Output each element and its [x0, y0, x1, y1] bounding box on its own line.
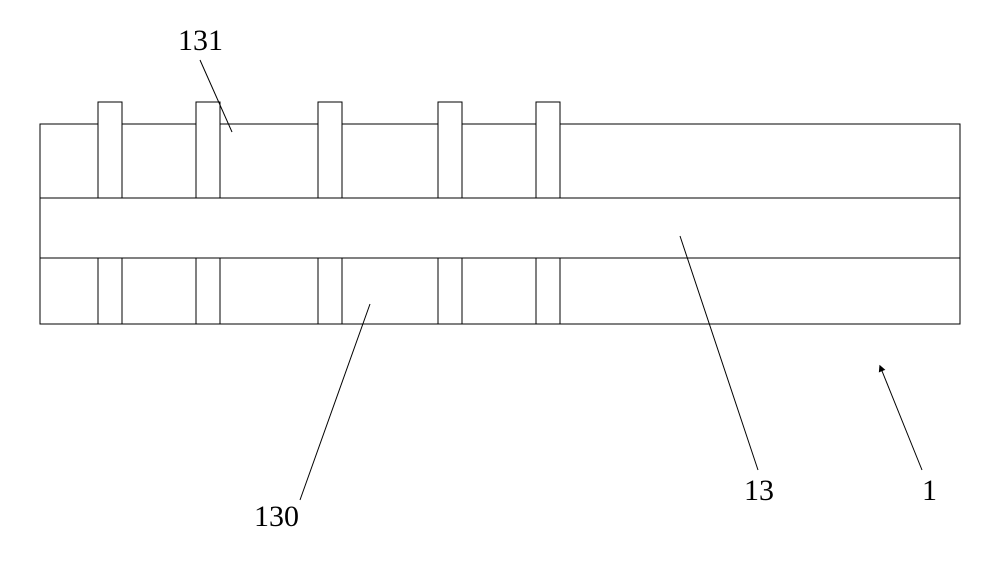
leader-131 — [200, 60, 232, 132]
label-131: 131 — [178, 24, 223, 57]
label-130: 130 — [254, 500, 299, 533]
leader-130 — [300, 304, 370, 500]
body-outline — [40, 102, 960, 324]
label-13: 13 — [744, 474, 774, 507]
label-1: 1 — [922, 474, 937, 507]
leader-13 — [680, 236, 758, 470]
arrow-1 — [880, 366, 922, 470]
